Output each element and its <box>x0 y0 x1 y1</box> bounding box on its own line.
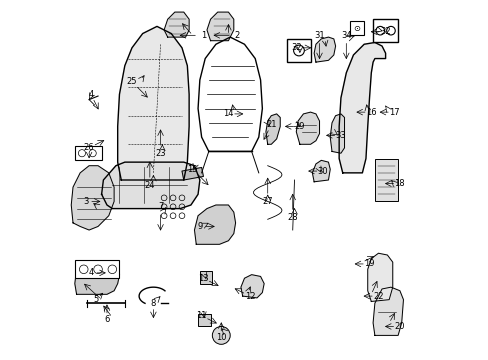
Text: 32: 32 <box>290 43 301 52</box>
Text: 11: 11 <box>196 311 206 320</box>
Polygon shape <box>200 271 212 284</box>
Text: 1: 1 <box>201 31 205 40</box>
Polygon shape <box>329 114 344 153</box>
Polygon shape <box>367 253 392 301</box>
Polygon shape <box>102 162 200 208</box>
Text: 15: 15 <box>187 165 198 174</box>
Text: 2: 2 <box>234 31 240 40</box>
Text: 19: 19 <box>364 260 374 269</box>
Text: 8: 8 <box>150 299 156 308</box>
Text: 3: 3 <box>82 197 88 206</box>
Text: 4: 4 <box>88 268 93 277</box>
Polygon shape <box>194 205 235 244</box>
Text: ⊙: ⊙ <box>353 24 360 33</box>
Text: 7: 7 <box>158 202 163 211</box>
Text: 17: 17 <box>388 108 399 117</box>
Text: 30: 30 <box>317 167 328 176</box>
Text: 14: 14 <box>223 109 233 118</box>
FancyBboxPatch shape <box>372 19 397 42</box>
Polygon shape <box>374 158 397 202</box>
Text: 34: 34 <box>340 31 351 40</box>
Polygon shape <box>313 37 335 62</box>
Polygon shape <box>312 160 329 182</box>
Polygon shape <box>372 287 403 336</box>
Text: 32: 32 <box>380 27 390 36</box>
Text: 20: 20 <box>394 322 405 331</box>
FancyBboxPatch shape <box>287 39 310 62</box>
Polygon shape <box>265 114 280 144</box>
Text: 22: 22 <box>372 292 383 301</box>
Text: 27: 27 <box>262 197 272 206</box>
Text: 12: 12 <box>244 292 255 301</box>
Text: 29: 29 <box>294 122 305 131</box>
Text: 26: 26 <box>83 143 94 152</box>
Polygon shape <box>241 275 264 298</box>
FancyBboxPatch shape <box>349 21 364 35</box>
FancyBboxPatch shape <box>75 146 102 160</box>
Polygon shape <box>118 26 189 180</box>
Polygon shape <box>75 264 119 294</box>
Text: 24: 24 <box>144 181 155 190</box>
Text: 23: 23 <box>155 149 165 158</box>
Text: 10: 10 <box>216 333 226 342</box>
Polygon shape <box>164 12 189 37</box>
Text: 6: 6 <box>104 315 109 324</box>
Text: 13: 13 <box>198 274 208 283</box>
Polygon shape <box>182 167 203 180</box>
FancyBboxPatch shape <box>75 260 119 278</box>
Text: 4: 4 <box>88 90 93 99</box>
Text: 25: 25 <box>126 77 137 86</box>
Text: 9: 9 <box>197 222 202 231</box>
Polygon shape <box>296 112 319 144</box>
Text: 18: 18 <box>394 179 405 188</box>
Text: 31: 31 <box>314 31 324 40</box>
Polygon shape <box>71 166 114 230</box>
Polygon shape <box>339 42 385 173</box>
Text: 28: 28 <box>287 213 297 222</box>
Circle shape <box>212 327 230 344</box>
Text: 5: 5 <box>93 295 99 304</box>
Polygon shape <box>206 12 233 41</box>
Text: 33: 33 <box>335 131 346 140</box>
Text: 21: 21 <box>265 120 276 129</box>
Polygon shape <box>198 314 210 327</box>
Text: 16: 16 <box>365 108 376 117</box>
